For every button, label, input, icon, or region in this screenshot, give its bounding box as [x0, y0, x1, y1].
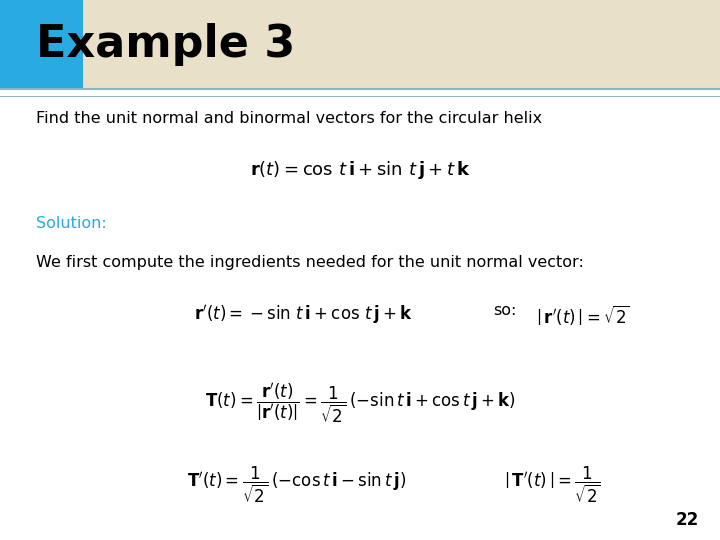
Text: $\mathbf{r}'(t) = -\sin\,t\,\mathbf{i} + \cos\,t\,\mathbf{j} + \mathbf{k}$: $\mathbf{r}'(t) = -\sin\,t\,\mathbf{i} +… [194, 303, 413, 326]
Text: Example 3: Example 3 [36, 23, 295, 66]
Text: $\mathbf{T}(t) = \dfrac{\mathbf{r}'(t)}{\left|\mathbf{r}'(t)\right|} = \dfrac{1}: $\mathbf{T}(t) = \dfrac{\mathbf{r}'(t)}{… [204, 381, 516, 426]
Text: Find the unit normal and binormal vectors for the circular helix: Find the unit normal and binormal vector… [36, 111, 542, 126]
Text: $\left|\,\mathbf{r}'(t)\,\right| = \sqrt{2}$: $\left|\,\mathbf{r}'(t)\,\right| = \sqrt… [536, 303, 630, 327]
Text: We first compute the ingredients needed for the unit normal vector:: We first compute the ingredients needed … [36, 255, 584, 271]
Text: $\left|\,\mathbf{T}'(t)\,\right| = \dfrac{1}{\sqrt{2}}$: $\left|\,\mathbf{T}'(t)\,\right| = \dfra… [504, 465, 601, 505]
FancyBboxPatch shape [0, 0, 720, 89]
Text: so:: so: [493, 303, 516, 318]
Text: $\mathbf{T}'(t) = \dfrac{1}{\sqrt{2}}\,(-\cos t\,\mathbf{i} - \sin t\,\mathbf{j}: $\mathbf{T}'(t) = \dfrac{1}{\sqrt{2}}\,(… [187, 465, 406, 505]
Text: 22: 22 [675, 511, 698, 529]
Text: $\mathbf{r}(t) = \cos\,t\,\mathbf{i} + \sin\,t\,\mathbf{j} + t\,\mathbf{k}$: $\mathbf{r}(t) = \cos\,t\,\mathbf{i} + \… [250, 159, 470, 181]
Text: Solution:: Solution: [36, 216, 107, 231]
FancyBboxPatch shape [0, 0, 83, 89]
